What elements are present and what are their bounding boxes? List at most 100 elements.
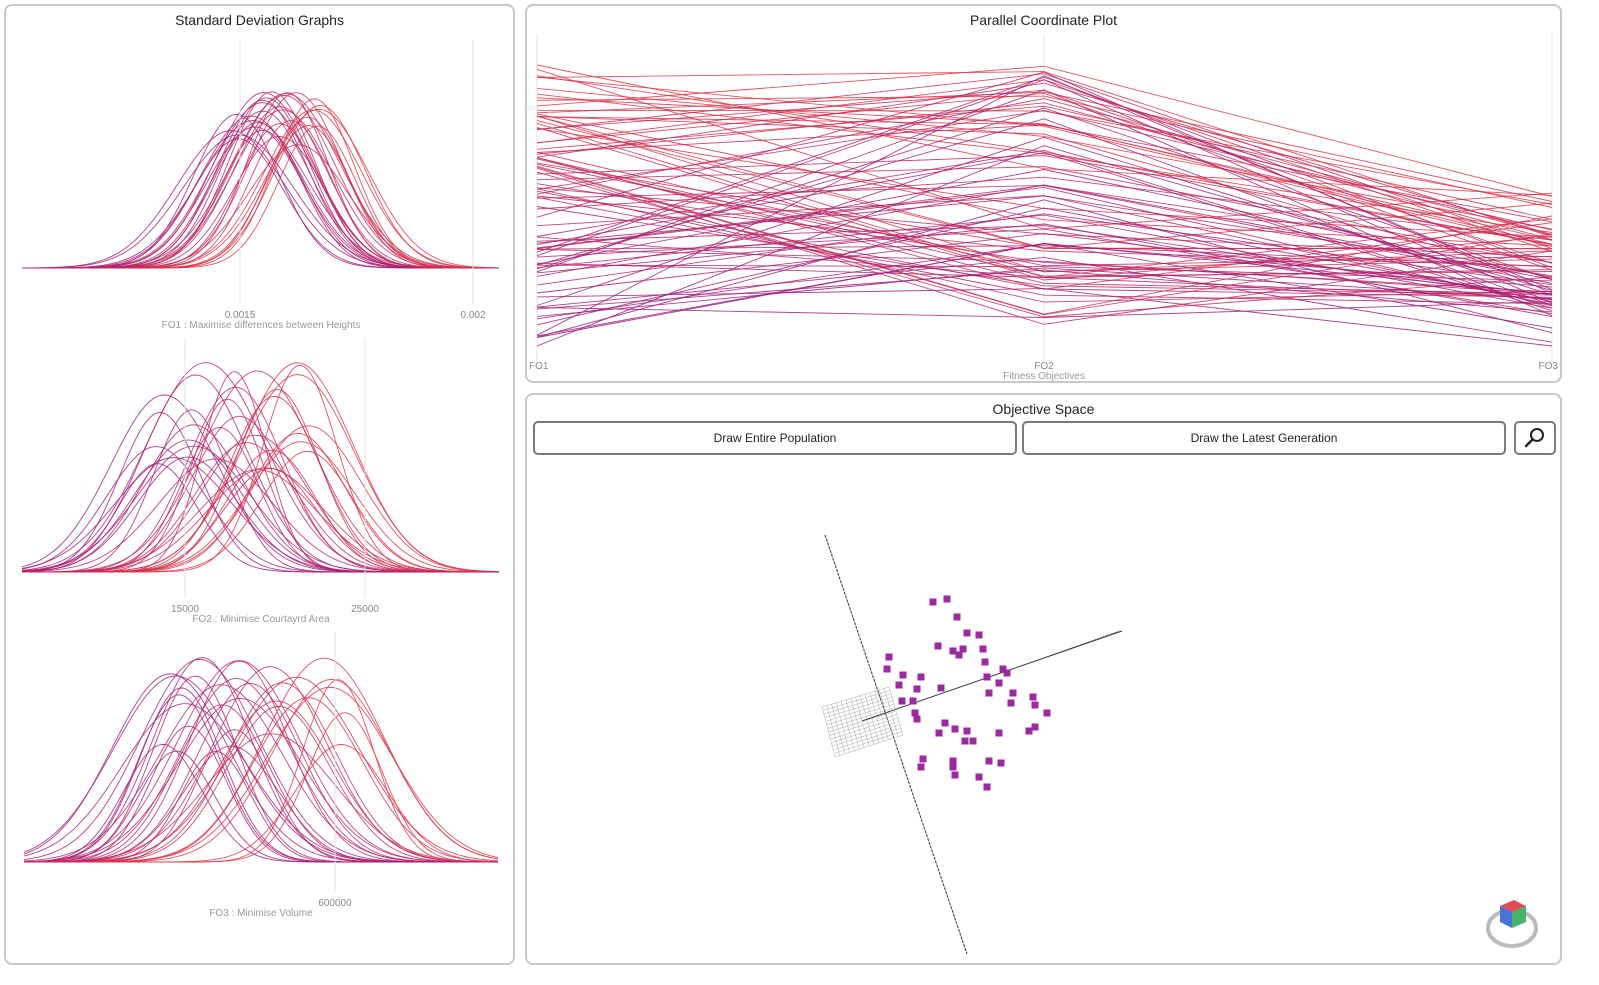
scatter-point (975, 773, 983, 781)
pcp-line (536, 110, 1553, 231)
pcp-line (536, 116, 1553, 241)
3d-scatter-points (883, 595, 1051, 791)
grid-line (879, 689, 894, 739)
obj-panel-title: Objective Space (992, 401, 1095, 417)
scatter-point (913, 715, 921, 723)
pcp-line (536, 118, 1553, 306)
grid-line (883, 688, 899, 737)
scatter-point (949, 647, 957, 655)
pcp-axis-label-fo3: FO3 (1539, 361, 1559, 372)
std-curve (22, 94, 499, 269)
std-curve (22, 92, 499, 269)
fo1-tick-2: 0.002 (460, 310, 485, 321)
scatter-point (955, 651, 963, 659)
grid-line (828, 710, 897, 733)
scatter-point (934, 642, 942, 650)
std-curve (24, 657, 499, 863)
std-curve (23, 675, 498, 863)
scatter-point (949, 763, 957, 771)
pcp-line (536, 264, 1553, 282)
scatter-point (997, 759, 1005, 767)
scatter-point (981, 658, 989, 666)
scatter-point (963, 727, 971, 735)
pcp-line (536, 155, 1553, 245)
pcp-line (536, 166, 1553, 264)
grid-line (832, 724, 901, 747)
zoom-button[interactable] (1514, 421, 1556, 455)
pcp-axis-label-fo1: FO1 (529, 361, 549, 372)
draw-latest-generation-button[interactable]: Draw the Latest Generation (1022, 421, 1506, 455)
pcp-line (536, 184, 1553, 280)
std-curve (22, 97, 499, 269)
std-curve (21, 411, 499, 573)
pcp-line (536, 105, 1553, 220)
draw-entire-population-button[interactable]: Draw Entire Population (533, 421, 1017, 455)
grid-line (834, 734, 904, 758)
std-curve (22, 467, 499, 573)
pcp-line (536, 169, 1553, 278)
scatter-point (929, 598, 937, 606)
grid-line (864, 694, 879, 743)
std-curve (22, 467, 499, 573)
scatter-point (1003, 669, 1011, 677)
pcp-line (536, 199, 1553, 338)
std-curve (24, 744, 499, 863)
pcp-line (536, 64, 1553, 196)
pcp-line (536, 183, 1553, 293)
fo3-axis-label: FO3 : Minimise Volume (209, 908, 313, 919)
grid-line (829, 714, 898, 736)
grid-line (874, 691, 889, 740)
fo1-curves (22, 91, 500, 269)
pcp-line (536, 196, 1553, 305)
std-curve (22, 105, 499, 269)
std-curve (22, 415, 499, 573)
std-curve (22, 144, 499, 269)
std-graph-fo1: 0.0015 0.002 FO1 : Maximise differences … (22, 40, 500, 331)
pcp-line (536, 102, 1553, 240)
pcp-line (536, 256, 1553, 343)
scatter-point (917, 763, 925, 771)
scatter-point (1031, 701, 1039, 709)
std-curve (24, 682, 498, 863)
view-cube-icon[interactable] (1482, 892, 1546, 952)
pcp-line (536, 151, 1553, 273)
pcp-line (536, 301, 1553, 318)
pcp-line (536, 269, 1553, 313)
pcp-line (536, 213, 1553, 286)
fo1-axis-label: FO1 : Maximise differences between Heigh… (162, 320, 361, 331)
pcp-line (536, 195, 1553, 277)
pcp-line (536, 145, 1553, 347)
std-curve (22, 388, 499, 573)
pcp-line (536, 65, 1553, 197)
scatter-point (899, 671, 907, 679)
scatter-point (951, 771, 959, 779)
fo2-curves (21, 362, 500, 573)
scatter-point (985, 757, 993, 765)
std-curve (21, 445, 499, 573)
scatter-point (949, 757, 957, 765)
pcp-line (536, 91, 1553, 202)
scatter-point (1043, 709, 1051, 717)
scatter-point (937, 684, 945, 692)
pcp-line (536, 95, 1553, 208)
scatter-point (975, 631, 983, 639)
pcp-line (536, 107, 1553, 281)
pcp-axis-label-fo2: FO2 (1034, 361, 1054, 372)
std-curve (24, 660, 498, 863)
pcp-line (536, 87, 1553, 230)
scatter-point (909, 697, 917, 705)
std-curve (24, 678, 498, 863)
pcp-line (536, 79, 1553, 304)
scatter-point (1029, 693, 1037, 701)
std-curve (24, 657, 498, 863)
scatter-point (1031, 723, 1039, 731)
scatter-point (895, 681, 903, 689)
scatter-point (883, 665, 891, 673)
scatter-point (941, 719, 949, 727)
std-curve (23, 684, 498, 863)
3d-grid-plane (821, 686, 904, 758)
pcp-line (536, 89, 1553, 317)
scatter-point (1007, 699, 1015, 707)
std-curve (24, 660, 498, 863)
pcp-line (536, 98, 1553, 236)
